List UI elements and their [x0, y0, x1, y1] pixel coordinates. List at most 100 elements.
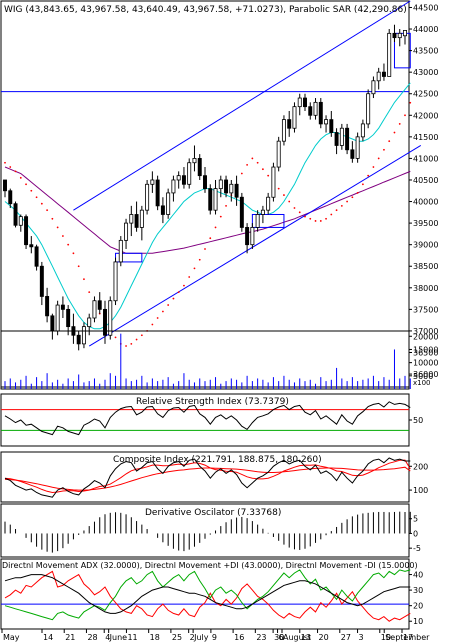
sar-dot: [335, 209, 338, 212]
candle-up: [250, 227, 255, 246]
sar-dot: [330, 213, 333, 216]
candle-down: [160, 205, 165, 215]
price-tick-label: 43000: [413, 68, 438, 77]
candle-down: [8, 190, 13, 205]
dmi-panel-frame: [0, 558, 410, 630]
composite-index-path: [4, 457, 411, 498]
x-tick-label: 13: [301, 633, 311, 642]
sar-dot: [383, 148, 385, 151]
sar-dot: [204, 248, 206, 250]
sar-dot: [319, 220, 322, 222]
candle-up: [376, 71, 381, 82]
candle-down: [181, 175, 186, 185]
dmi-tick-label: 10: [413, 617, 423, 626]
dmi-axis-ticks: 40 30 20 10: [409, 571, 423, 626]
price-candles: [3, 24, 407, 351]
candle-down: [318, 101, 323, 125]
sar-dot: [125, 345, 127, 347]
candle-down: [134, 214, 139, 228]
x-tick-label: August: [283, 633, 311, 642]
x-tick-label: 30: [274, 633, 284, 642]
candle-up: [166, 192, 171, 215]
price-tick-label: 38500: [413, 262, 438, 271]
candle-down: [392, 32, 397, 39]
candle-down: [334, 132, 339, 146]
candle-up: [339, 127, 344, 146]
sar-dot: [325, 217, 327, 220]
sar-dot: [283, 194, 285, 196]
rsi-line: [4, 401, 411, 436]
price-tick-label: 38000: [413, 284, 438, 293]
x-tick-label: July: [193, 633, 209, 642]
dmi-panel: Directnl Movement ADX (32.0000), Directn…: [0, 558, 423, 630]
candle-down: [60, 304, 65, 310]
price-tick-label: 40000: [413, 198, 438, 207]
dmi-tick-label: 40: [413, 571, 423, 580]
x-axis: May 14 21 28 4 June 11 18 25 2 July 9 16 23 306 August1…: [1, 629, 430, 642]
price-panel: WIG (43,843.65, 43,967.58, 43,640.49, 43…: [0, 0, 438, 388]
sar-dot: [72, 252, 75, 255]
plus-di-path: [4, 569, 411, 621]
price-tick-label: 36500: [413, 348, 438, 357]
candle-down: [203, 175, 207, 190]
x-tick-label: 17: [403, 633, 413, 642]
sar-dot: [30, 189, 33, 192]
candle-down: [287, 119, 292, 129]
candle-down: [381, 71, 386, 77]
sar-dot: [61, 235, 64, 237]
volume-tick-label: 20000: [413, 332, 438, 341]
sar-dot: [351, 196, 354, 199]
candle-up: [403, 30, 407, 37]
candle-down: [39, 265, 44, 297]
candle-down: [308, 106, 313, 116]
sar-dot: [161, 310, 164, 313]
sar-dot: [135, 338, 138, 341]
sar-dot: [67, 243, 70, 246]
volume-tick-label: 10000: [413, 359, 438, 368]
candle-up: [176, 175, 181, 181]
candle-down: [245, 227, 250, 246]
sar-dot: [188, 276, 191, 278]
price-axis-ticks: 44500 44000 43500 43000 42500 42000 41500 41000…: [409, 3, 438, 379]
price-tick-label: 36000: [413, 370, 438, 379]
sar-dot: [214, 226, 217, 229]
dmi-lines: [4, 569, 411, 622]
composite-title: Composite Index (221.791, 188.875, 180.2…: [113, 455, 322, 465]
candle-down: [24, 216, 29, 246]
sar-dot: [183, 284, 185, 287]
parabolic-sar-dots: [4, 101, 412, 347]
sar-dot: [367, 174, 370, 177]
derivative-tick-label: 5: [413, 515, 418, 524]
composite-tick-label: 200: [413, 462, 428, 471]
sar-dot: [35, 196, 38, 199]
sar-dot: [9, 166, 12, 168]
sar-dot: [267, 174, 270, 177]
candle-up: [18, 216, 23, 226]
composite-panel-frame: [0, 451, 410, 503]
volume-bars: [4, 333, 411, 389]
candle-up: [124, 222, 129, 241]
sar-dot: [398, 123, 401, 125]
price-tick-label: 41000: [413, 154, 438, 163]
candle-up: [118, 239, 123, 263]
sar-dot: [172, 297, 175, 300]
candle-up: [397, 32, 402, 39]
x-tick-label: 18: [150, 633, 160, 642]
candle-up: [87, 317, 92, 328]
derivative-panel-frame: [0, 503, 410, 558]
candle-up: [266, 196, 271, 211]
rsi-path: [4, 401, 411, 436]
sar-dot: [409, 101, 412, 104]
sar-dot: [25, 183, 27, 186]
rsi-axis-ticks: 50: [409, 416, 423, 425]
sar-dot: [346, 200, 349, 203]
candle-up: [139, 209, 144, 228]
sar-dot: [51, 217, 54, 220]
sar-dot: [198, 258, 201, 261]
price-tick-label: 41500: [413, 133, 438, 142]
sar-dot: [256, 161, 259, 164]
sar-dot: [340, 204, 343, 207]
candle-up: [187, 162, 192, 185]
sar-dot: [88, 291, 91, 294]
candle-up: [355, 136, 360, 159]
